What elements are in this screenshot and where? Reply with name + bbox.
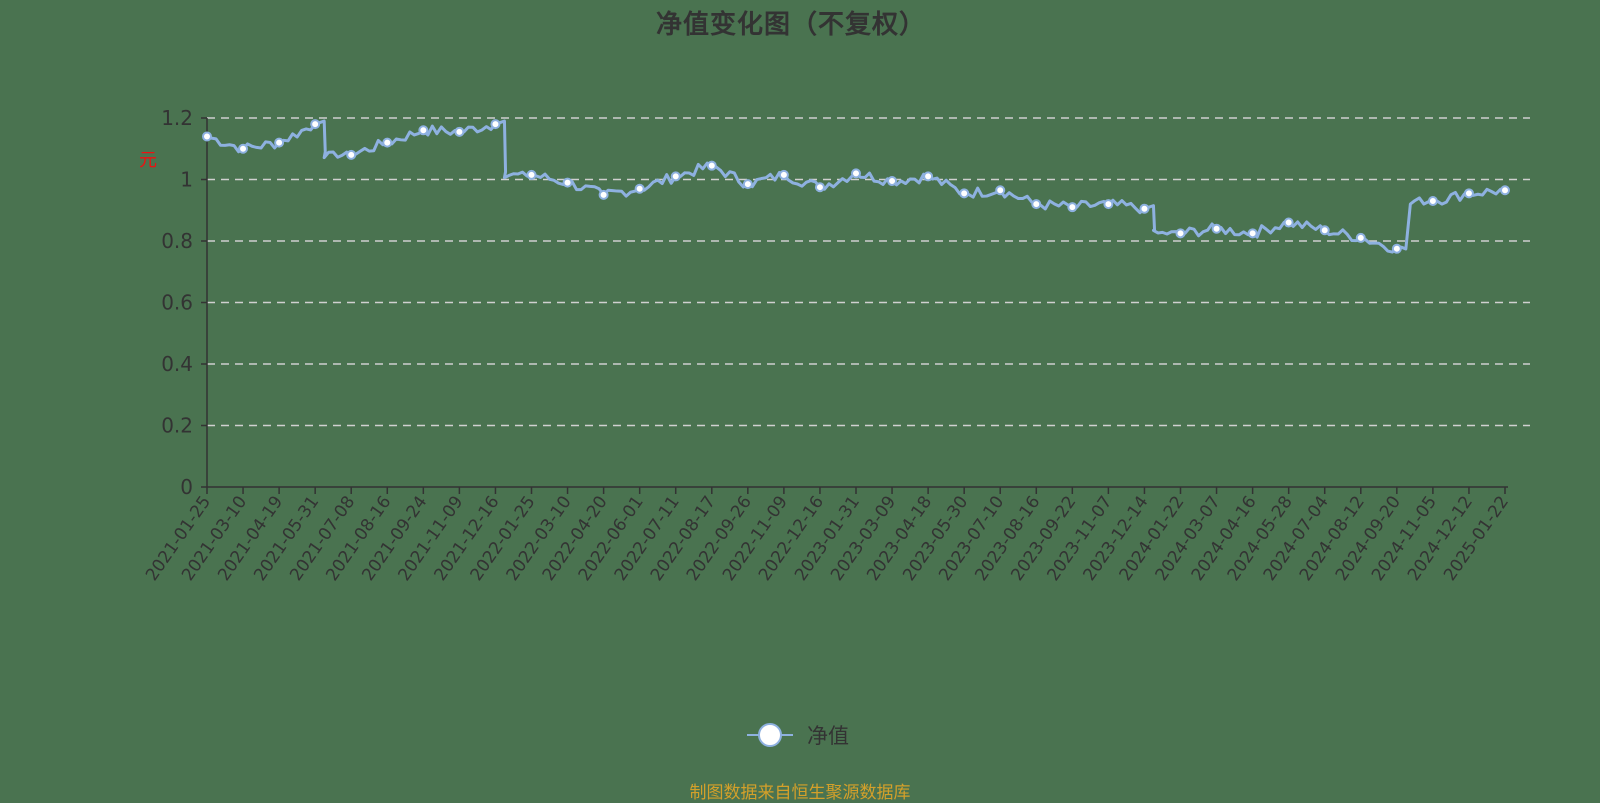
data-point-marker[interactable] xyxy=(706,160,717,171)
data-point-marker[interactable] xyxy=(995,185,1006,196)
data-point-marker[interactable] xyxy=(851,168,861,179)
y-axis: 0 0.2 0.4 0.6 0.8 1 1.2 xyxy=(161,106,208,499)
data-point-marker[interactable] xyxy=(1031,199,1042,210)
data-point-marker[interactable] xyxy=(346,149,357,160)
data-point-marker[interactable] xyxy=(1500,185,1510,196)
data-markers xyxy=(202,119,1510,254)
data-point-marker[interactable] xyxy=(778,169,789,180)
data-point-marker[interactable] xyxy=(490,119,501,130)
y-tick-label: 1 xyxy=(180,168,193,192)
data-point-marker[interactable] xyxy=(1139,203,1150,214)
grid-lines xyxy=(207,117,1530,427)
data-point-marker[interactable] xyxy=(310,119,321,130)
data-point-marker[interactable] xyxy=(1463,188,1474,199)
data-point-marker[interactable] xyxy=(1319,225,1330,236)
data-point-marker[interactable] xyxy=(418,125,429,136)
data-point-marker[interactable] xyxy=(274,137,285,148)
data-point-marker[interactable] xyxy=(670,171,681,182)
series-line-net-value xyxy=(206,119,1506,254)
data-point-marker[interactable] xyxy=(562,177,573,188)
data-point-marker[interactable] xyxy=(526,169,537,180)
data-point-marker[interactable] xyxy=(742,179,753,190)
data-point-marker[interactable] xyxy=(1103,199,1114,210)
data-point-marker[interactable] xyxy=(923,171,934,182)
data-point-marker[interactable] xyxy=(598,189,609,200)
data-point-marker[interactable] xyxy=(1247,228,1258,239)
chart-title: 净值变化图（不复权） xyxy=(655,10,926,40)
data-point-marker[interactable] xyxy=(382,137,393,148)
y-tick-label: 0.8 xyxy=(161,229,193,253)
data-point-marker[interactable] xyxy=(1355,232,1366,243)
data-point-marker[interactable] xyxy=(1427,196,1438,207)
legend-label: 净值 xyxy=(807,724,849,748)
y-tick-label: 0.2 xyxy=(161,414,193,438)
y-tick-label: 0.6 xyxy=(161,291,193,315)
data-point-marker[interactable] xyxy=(1067,202,1078,213)
data-point-marker[interactable] xyxy=(959,188,970,199)
legend-item-net-value[interactable]: 净值 xyxy=(745,720,849,750)
data-point-marker[interactable] xyxy=(1391,243,1402,254)
circle-line-marker-icon xyxy=(747,723,793,747)
y-axis-label: 元 xyxy=(139,150,157,171)
data-point-marker[interactable] xyxy=(814,182,825,193)
data-point-marker[interactable] xyxy=(1211,223,1222,234)
data-point-marker[interactable] xyxy=(634,183,645,194)
data-point-marker[interactable] xyxy=(202,131,212,142)
data-point-marker[interactable] xyxy=(1283,217,1294,228)
data-point-marker[interactable] xyxy=(238,143,249,154)
x-axis: 2021-01-252021-03-102021-04-192021-05-31… xyxy=(142,486,1513,585)
data-point-marker[interactable] xyxy=(887,176,898,187)
y-tick-label: 1.2 xyxy=(161,106,193,130)
data-point-marker[interactable] xyxy=(454,126,465,137)
data-source-note: 制图数据来自恒生聚源数据库 xyxy=(689,783,911,803)
y-tick-label: 0 xyxy=(180,475,193,499)
data-point-marker[interactable] xyxy=(1175,228,1186,239)
y-tick-label: 0.4 xyxy=(161,352,193,376)
